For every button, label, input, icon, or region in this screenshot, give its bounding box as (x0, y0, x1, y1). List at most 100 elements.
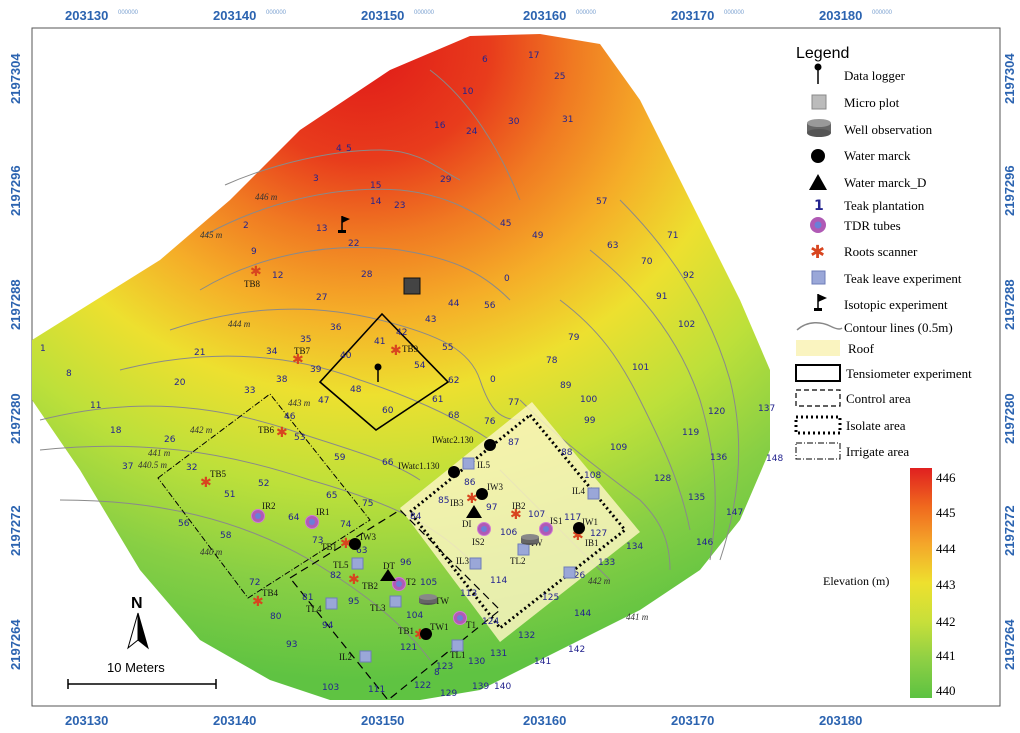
svg-text:Isolate area: Isolate area (846, 418, 906, 433)
svg-text:441: 441 (936, 648, 956, 663)
svg-text:443 m: 443 m (288, 398, 311, 408)
svg-text:17: 17 (528, 51, 539, 61)
svg-text:74: 74 (340, 520, 352, 530)
svg-text:51: 51 (224, 490, 235, 500)
svg-text:TW1: TW1 (430, 622, 449, 632)
svg-text:2197304: 2197304 (8, 53, 23, 104)
svg-text:IB2: IB2 (512, 501, 526, 511)
svg-text:000000: 000000 (118, 10, 139, 16)
tensiometer-area (318, 312, 450, 432)
svg-text:52: 52 (258, 479, 269, 489)
teak-plantation-icon: 1 (814, 198, 824, 214)
svg-text:68: 68 (448, 411, 460, 421)
svg-text:2197264: 2197264 (1002, 619, 1017, 670)
control-area-icon (795, 389, 841, 407)
teak-leave-icon (811, 270, 826, 285)
svg-text:IL3: IL3 (456, 556, 469, 566)
svg-text:63: 63 (356, 546, 367, 556)
svg-text:43: 43 (425, 315, 436, 325)
svg-text:103: 103 (322, 683, 339, 693)
svg-text:126: 126 (568, 571, 585, 581)
svg-text:441 m: 441 m (626, 612, 649, 622)
svg-text:TB6: TB6 (258, 425, 275, 435)
svg-text:13: 13 (316, 224, 327, 234)
svg-text:444: 444 (936, 541, 956, 556)
svg-text:2197296: 2197296 (8, 165, 23, 216)
svg-text:38: 38 (276, 375, 288, 385)
isotopic-experiment-marker (338, 216, 350, 233)
svg-text:IW1: IW1 (582, 517, 598, 527)
svg-text:129: 129 (440, 689, 457, 699)
svg-text:IW3: IW3 (360, 532, 376, 542)
svg-text:124: 124 (482, 617, 499, 627)
svg-text:Elevation (m): Elevation (m) (823, 574, 889, 588)
svg-text:122: 122 (414, 681, 431, 691)
svg-text:8: 8 (434, 668, 440, 678)
svg-text:84: 84 (410, 512, 422, 522)
svg-text:99: 99 (584, 416, 596, 426)
svg-text:45: 45 (500, 219, 511, 229)
svg-text:81: 81 (302, 593, 313, 603)
isolate-area-icon (794, 415, 842, 435)
svg-text:444 m: 444 m (228, 319, 251, 329)
svg-text:✱: ✱ (340, 536, 352, 552)
svg-text:139: 139 (472, 682, 489, 692)
svg-text:Teak leave experiment: Teak leave experiment (844, 271, 962, 286)
svg-text:100: 100 (580, 395, 597, 405)
svg-text:440 m: 440 m (200, 547, 223, 557)
svg-text:78: 78 (546, 356, 558, 366)
svg-text:2197296: 2197296 (1002, 165, 1017, 216)
svg-text:IR1: IR1 (316, 507, 330, 517)
svg-text:42: 42 (396, 328, 407, 338)
svg-text:6: 6 (482, 55, 488, 65)
svg-text:104: 104 (406, 611, 423, 621)
svg-text:61: 61 (432, 395, 443, 405)
roof-area (400, 402, 640, 642)
well-observation-marker (403, 277, 421, 295)
north-arrow: N (127, 595, 149, 650)
svg-text:127: 127 (590, 529, 607, 539)
x-axis-top: 203130 203140 203150 203160 203170 20318… (65, 8, 893, 23)
teak-leave-markers (325, 457, 600, 663)
svg-text:147: 147 (726, 508, 743, 518)
svg-text:20: 20 (174, 378, 186, 388)
svg-text:8: 8 (66, 369, 72, 379)
legend: Legend 1 ✱ Data logger Micro plot Well o… (794, 45, 972, 460)
svg-text:140: 140 (494, 682, 511, 692)
svg-text:72: 72 (249, 578, 260, 588)
svg-text:203140: 203140 (213, 8, 256, 23)
svg-text:443: 443 (936, 577, 956, 592)
svg-text:93: 93 (286, 640, 297, 650)
svg-text:75: 75 (362, 499, 373, 509)
y-axis-right: 2197304 2197296 2197288 2197280 2197272 … (1002, 53, 1017, 670)
svg-text:TB1: TB1 (321, 542, 337, 552)
svg-text:114: 114 (490, 576, 507, 586)
svg-text:31: 31 (562, 115, 573, 125)
svg-text:000000: 000000 (872, 10, 893, 16)
svg-text:107: 107 (528, 510, 545, 520)
svg-text:56: 56 (178, 519, 190, 529)
y-axis-left: 2197304 2197296 2197288 2197280 2197272 … (8, 53, 23, 670)
svg-text:203130: 203130 (65, 8, 108, 23)
svg-text:79: 79 (568, 333, 580, 343)
isolate-area (407, 412, 628, 631)
svg-text:16: 16 (434, 121, 446, 131)
svg-text:TL5: TL5 (333, 560, 349, 570)
svg-text:108: 108 (584, 471, 601, 481)
water-marck-d-icon (809, 174, 827, 190)
svg-text:000000: 000000 (266, 10, 287, 16)
svg-text:70: 70 (641, 257, 653, 267)
svg-text:Water marck: Water marck (844, 148, 911, 163)
svg-text:203150: 203150 (361, 713, 404, 728)
svg-text:DT: DT (383, 561, 395, 571)
svg-text:✱: ✱ (348, 572, 360, 588)
svg-text:5: 5 (346, 144, 352, 154)
svg-text:64: 64 (288, 513, 300, 523)
svg-text:203170: 203170 (671, 8, 714, 23)
svg-text:95: 95 (348, 597, 359, 607)
svg-text:2197264: 2197264 (8, 619, 23, 670)
svg-text:89: 89 (560, 381, 572, 391)
svg-text:49: 49 (532, 231, 544, 241)
svg-text:Water marck_D: Water marck_D (844, 175, 926, 190)
svg-text:442 m: 442 m (190, 425, 213, 435)
